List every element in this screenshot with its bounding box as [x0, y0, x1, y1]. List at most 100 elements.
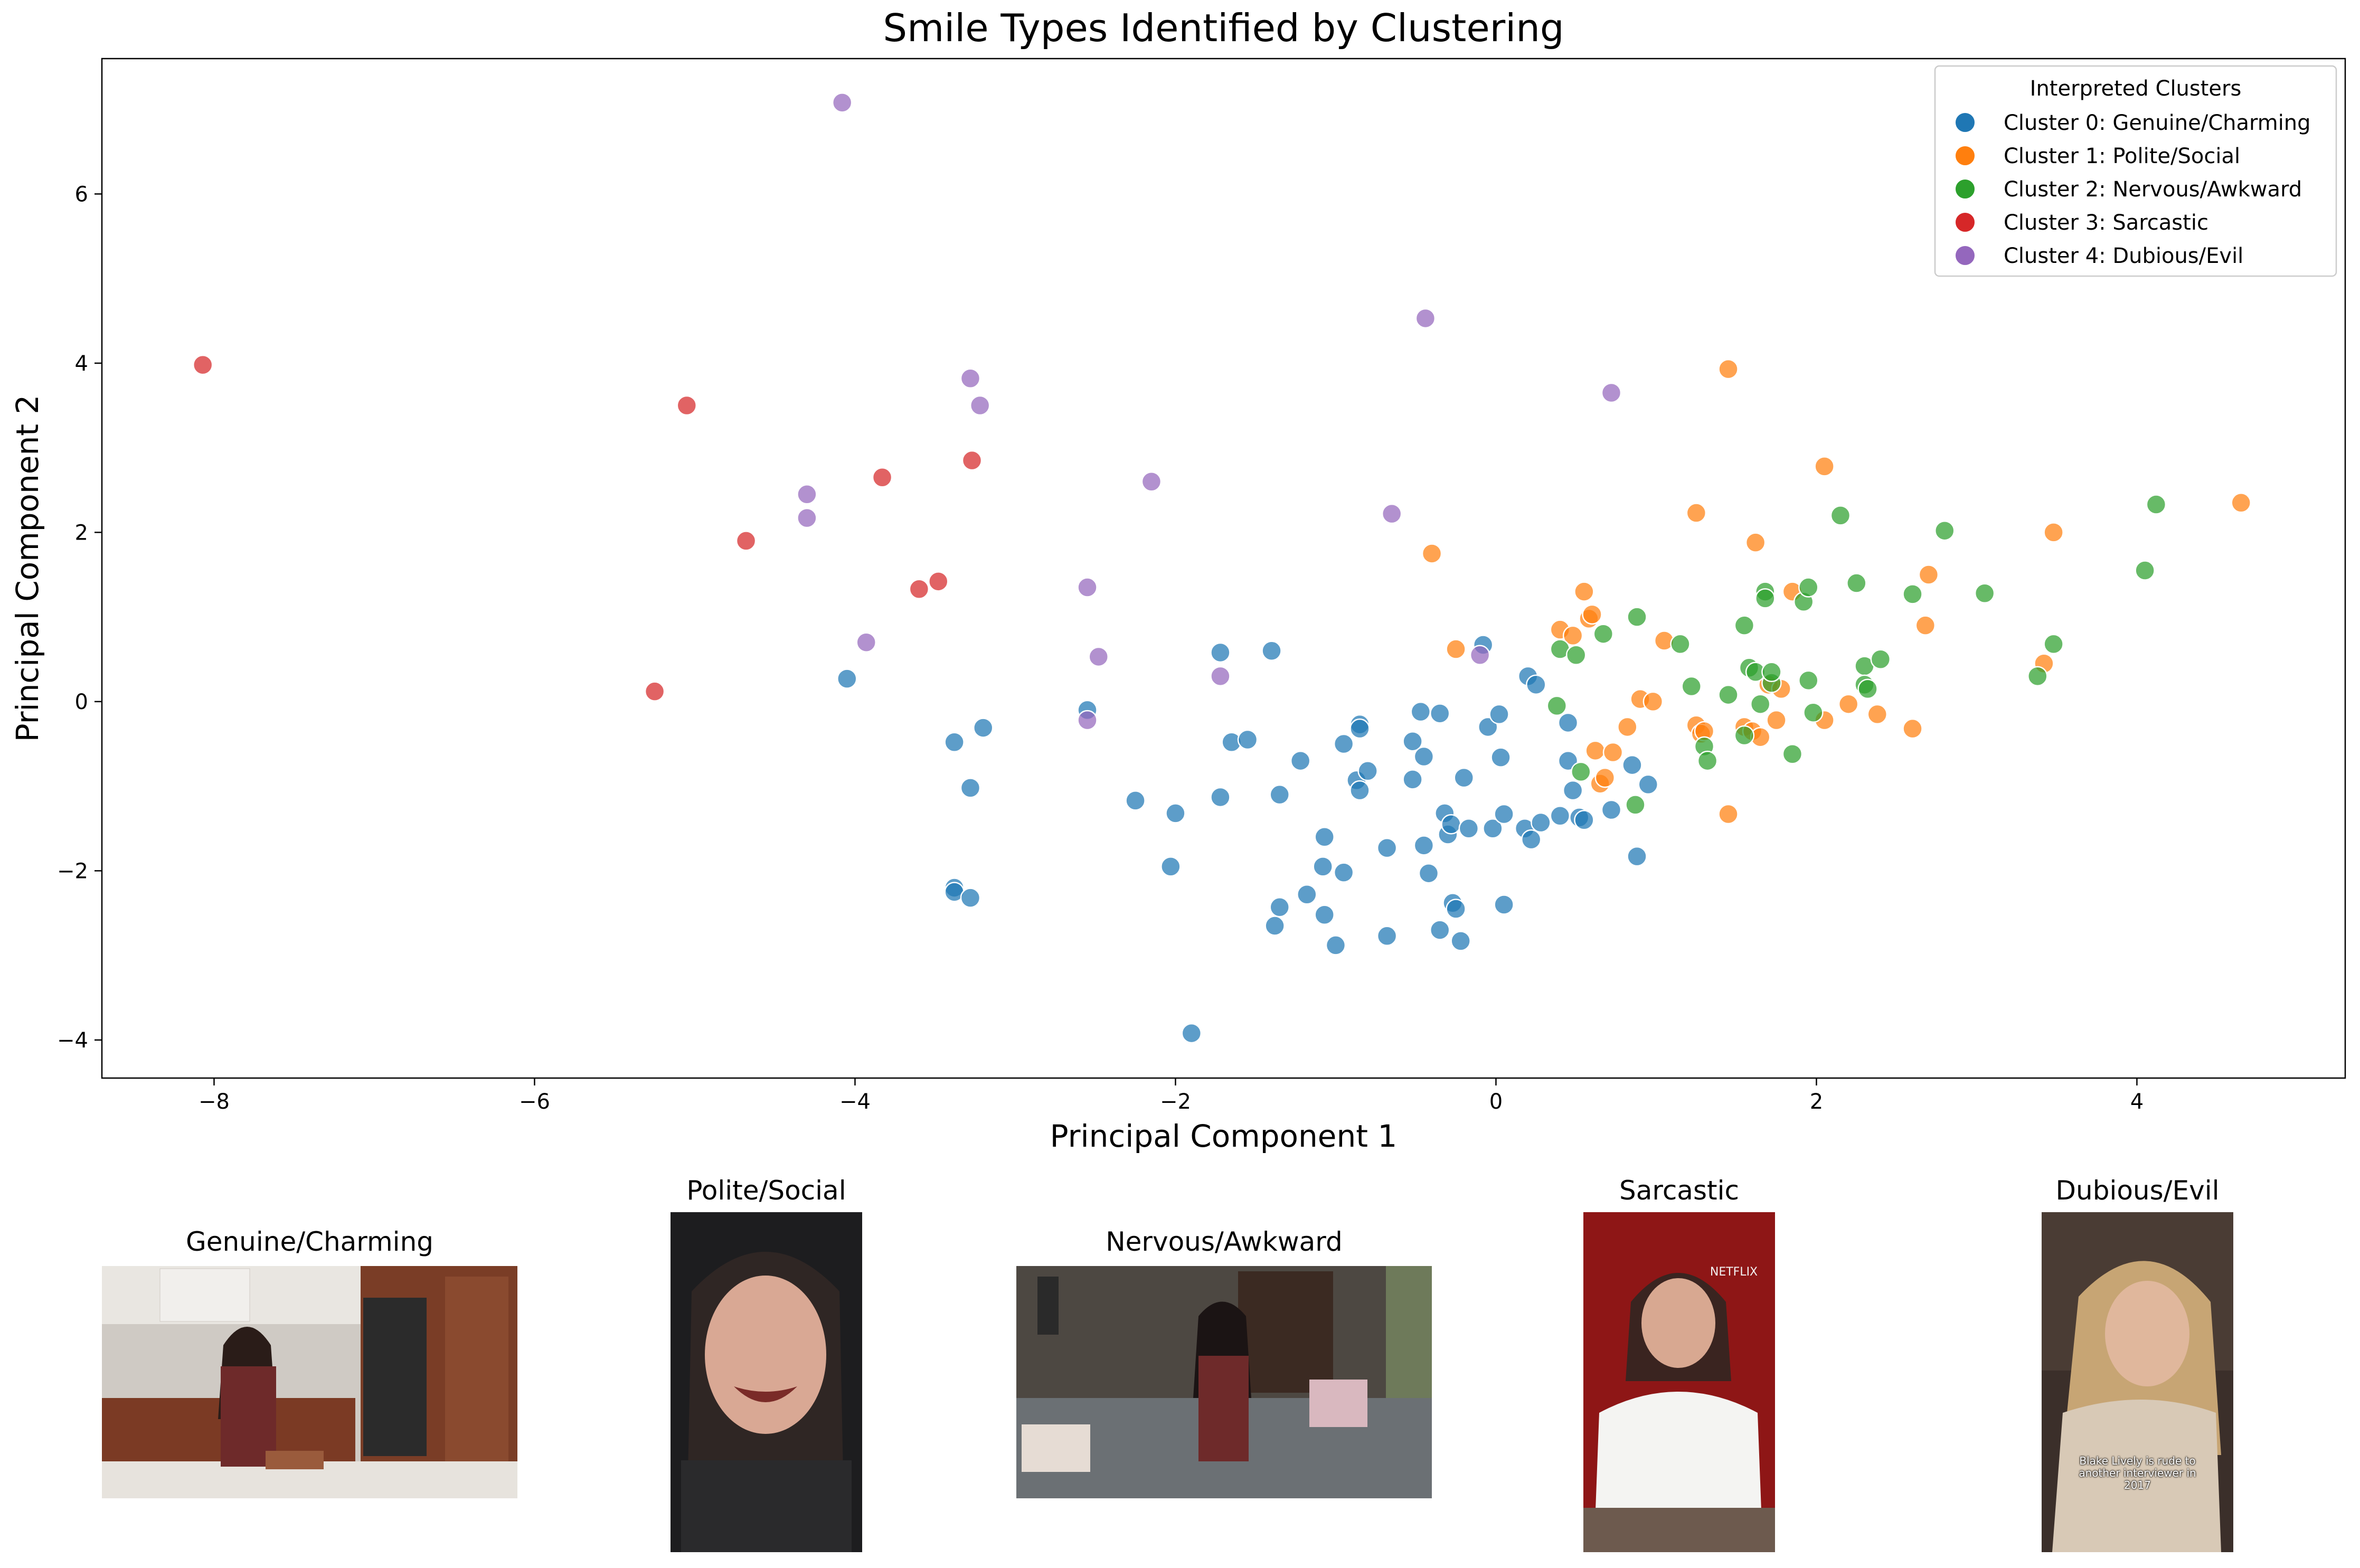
y-axis-label: Principal Component 2 [10, 395, 45, 742]
data-point-cluster-0 [1237, 729, 1258, 750]
data-point-cluster-2 [1755, 588, 1776, 609]
data-point-cluster-2 [1870, 649, 1891, 670]
x-tick-label: −4 [839, 1090, 871, 1114]
data-point-cluster-4 [969, 395, 990, 416]
data-point-cluster-0 [1333, 733, 1354, 754]
data-point-cluster-1 [2231, 493, 2251, 513]
data-point-cluster-0 [1622, 754, 1642, 776]
data-point-cluster-2 [1670, 634, 1691, 655]
data-point-cluster-0 [1557, 750, 1579, 771]
data-point-cluster-0 [1261, 640, 1282, 661]
netflix-logo-text: NETFLIX [1710, 1265, 1758, 1279]
data-point-cluster-0 [1333, 862, 1354, 883]
data-point-cluster-0 [1290, 750, 1311, 771]
data-point-cluster-0 [1494, 894, 1514, 915]
x-tick-label: 4 [2130, 1090, 2144, 1114]
data-point-cluster-3 [735, 531, 757, 551]
thumb-title-nervous: Nervous/Awkward [1106, 1226, 1343, 1257]
data-point-cluster-2 [2146, 494, 2167, 515]
data-point-cluster-4 [1141, 471, 1162, 492]
y-tick-label: −4 [57, 1028, 88, 1053]
data-point-cluster-0 [1269, 897, 1290, 918]
data-point-cluster-2 [1750, 694, 1771, 714]
data-point-cluster-0 [1349, 718, 1370, 739]
data-point-cluster-0 [1402, 731, 1423, 752]
data-point-cluster-4 [856, 632, 876, 653]
data-point-cluster-0 [1429, 920, 1450, 940]
y-tick-label: 4 [75, 352, 88, 376]
data-point-cluster-4 [1381, 503, 1402, 524]
data-point-cluster-0 [1376, 837, 1398, 858]
thumb-title-genuine: Genuine/Charming [185, 1226, 434, 1257]
data-point-cluster-2 [2027, 666, 2048, 687]
data-point-cluster-2 [2043, 634, 2064, 655]
data-point-cluster-2 [1830, 505, 1851, 526]
data-point-cluster-3 [928, 571, 949, 592]
data-point-cluster-0 [1314, 904, 1335, 925]
data-point-cluster-4 [1601, 382, 1622, 403]
data-point-cluster-3 [644, 681, 665, 702]
data-point-cluster-3 [872, 467, 893, 488]
data-point-cluster-2 [1571, 761, 1591, 782]
data-point-cluster-0 [837, 668, 857, 689]
data-point-cluster-0 [944, 732, 965, 753]
data-point-cluster-0 [1210, 642, 1231, 663]
y-tick-label: 0 [75, 690, 88, 714]
legend-marker-3 [1955, 212, 1976, 233]
data-point-cluster-1 [1594, 767, 1616, 788]
data-point-cluster-3 [192, 354, 213, 375]
x-axis-label: Principal Component 1 [1050, 1118, 1398, 1154]
data-point-cluster-4 [1077, 577, 1098, 598]
data-point-cluster-0 [1413, 746, 1434, 767]
data-point-cluster-0 [1418, 863, 1439, 884]
data-point-cluster-3 [909, 579, 930, 600]
data-point-cluster-2 [1974, 583, 1995, 604]
data-point-cluster-0 [1489, 704, 1509, 725]
data-point-cluster-0 [1453, 767, 1474, 788]
legend-marker-1 [1955, 145, 1976, 166]
legend-box [1934, 65, 2337, 277]
data-point-cluster-2 [1697, 750, 1718, 771]
data-point-cluster-4 [797, 507, 817, 528]
data-point-cluster-1 [1642, 691, 1664, 712]
data-point-cluster-2 [1593, 624, 1614, 644]
data-point-cluster-2 [1761, 662, 1782, 683]
data-point-cluster-0 [1638, 774, 1659, 795]
data-point-cluster-0 [1562, 780, 1583, 801]
legend-entry-4: Cluster 4: Dubious/Evil [2004, 244, 2243, 268]
legend-entry-2: Cluster 2: Nervous/Awkward [2004, 177, 2302, 202]
y-tick-label: 6 [75, 182, 88, 206]
data-point-cluster-4 [1210, 666, 1231, 687]
data-point-cluster-0 [1521, 829, 1542, 850]
data-point-cluster-2 [1782, 743, 1803, 764]
data-point-cluster-4 [832, 92, 853, 113]
data-point-cluster-2 [1625, 795, 1646, 815]
data-point-cluster-0 [1325, 935, 1346, 956]
data-point-cluster-1 [1915, 615, 1936, 636]
legend-title: Interpreted Clusters [2030, 77, 2242, 101]
thumb-image-genuine [102, 1266, 517, 1498]
data-point-cluster-1 [1421, 543, 1442, 564]
data-point-cluster-0 [1410, 701, 1431, 722]
data-point-cluster-2 [1846, 573, 1867, 593]
data-point-cluster-0 [1550, 805, 1571, 826]
x-tick-label: −8 [199, 1090, 230, 1114]
thumb-title-sarcastic: Sarcastic [1619, 1175, 1739, 1206]
data-point-cluster-3 [676, 395, 697, 416]
data-point-cluster-0 [1269, 784, 1290, 805]
legend-entry-1: Cluster 1: Polite/Social [2004, 144, 2240, 168]
data-point-cluster-0 [1490, 747, 1511, 768]
data-point-cluster-0 [1557, 712, 1579, 733]
data-point-cluster-4 [1415, 308, 1436, 329]
data-point-cluster-0 [1531, 812, 1551, 833]
data-point-cluster-1 [1562, 625, 1583, 646]
data-point-cluster-2 [1734, 725, 1755, 746]
thumb-title-polite: Polite/Social [686, 1175, 846, 1206]
data-point-cluster-0 [1413, 835, 1434, 856]
data-point-cluster-0 [1627, 846, 1647, 867]
legend-marker-2 [1955, 178, 1976, 200]
thumb-title-dubious: Dubious/Evil [2055, 1175, 2220, 1206]
scatter-plot: Smile Types Identified by Clustering −8 −6… [10, 6, 2346, 1154]
data-point-cluster-1 [1686, 503, 1707, 523]
